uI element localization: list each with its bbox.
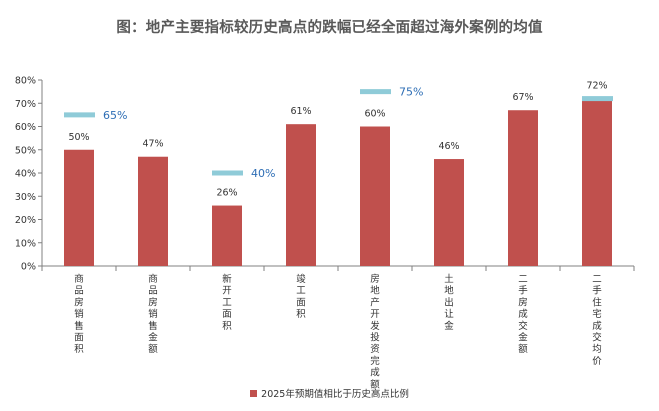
x-category-label-char: 竣	[296, 273, 306, 285]
x-category-label-char: 交	[592, 332, 602, 344]
x-category-label-char: 品	[74, 286, 84, 297]
bar-value-label: 46%	[438, 141, 459, 152]
reference-mark	[212, 170, 243, 176]
bar	[286, 124, 316, 266]
x-category-label-char: 金	[518, 332, 528, 344]
bar	[64, 149, 94, 266]
reference-label: 40%	[251, 167, 275, 180]
reference-mark	[360, 89, 391, 95]
y-tick-label: 20%	[15, 215, 36, 226]
bar	[582, 98, 612, 266]
x-category-label-char: 房	[74, 296, 84, 308]
x-category-label-char: 面	[74, 333, 84, 344]
x-category-label-char: 金	[444, 320, 454, 332]
x-category-label-char: 地	[444, 285, 454, 297]
x-category-label-char: 商	[74, 273, 84, 285]
bar-value-label: 61%	[290, 106, 311, 117]
y-tick-label: 60%	[15, 122, 36, 133]
x-category-label-char: 积	[222, 320, 232, 332]
x-category-label-char: 均	[592, 343, 602, 355]
x-category-label-char: 售	[148, 320, 158, 332]
x-category-label-char: 成	[370, 367, 380, 379]
legend-swatch	[250, 390, 258, 397]
x-category-label-char: 成	[592, 320, 602, 332]
x-category-label-char: 新	[222, 273, 232, 285]
bar-value-label: 50%	[68, 132, 89, 143]
x-category-label-char: 手	[592, 285, 602, 297]
bar-value-label: 72%	[586, 81, 607, 92]
bar	[212, 205, 242, 266]
x-category-label-char: 开	[370, 309, 380, 320]
x-category-label-char: 面	[296, 297, 306, 308]
x-category-label-char: 土	[444, 273, 454, 285]
y-tick-label: 0%	[21, 262, 36, 273]
x-category-label-char: 开	[222, 286, 232, 297]
x-category-label-char: 积	[296, 308, 306, 320]
y-tick-label: 40%	[15, 169, 36, 180]
x-category-label-char: 额	[370, 378, 380, 390]
x-category-label-char: 资	[370, 344, 380, 355]
bar	[360, 126, 390, 266]
x-category-label-char: 工	[296, 286, 306, 297]
bar-value-label: 60%	[364, 109, 385, 120]
x-category-label-char: 额	[518, 343, 528, 355]
bar-value-label: 26%	[216, 188, 237, 199]
x-category-label-char: 完	[370, 355, 380, 367]
chart-title: 图：地产主要指标较历史高点的跌幅已经全面超过海外案例的均值	[116, 20, 543, 36]
x-category-label-char: 住	[592, 296, 602, 308]
y-tick-label: 10%	[15, 238, 36, 249]
y-tick-label: 50%	[15, 145, 36, 156]
x-category-label-char: 成	[518, 308, 528, 320]
reference-mark	[64, 112, 95, 118]
bar-value-label: 67%	[512, 92, 533, 103]
y-tick-label: 70%	[15, 99, 36, 110]
x-category-label-char: 二	[592, 274, 602, 285]
bar	[138, 156, 168, 266]
y-tick-label: 80%	[15, 76, 36, 87]
x-category-label-char: 宅	[592, 308, 602, 320]
reference-mark	[582, 96, 613, 102]
legend: 2025年预期值相比于历史高点比例	[0, 386, 659, 400]
x-category-label-char: 交	[518, 320, 528, 332]
x-category-label-char: 手	[518, 285, 528, 297]
x-category-label-char: 积	[74, 343, 84, 355]
x-category-label-char: 投	[370, 332, 380, 344]
x-category-label-char: 金	[148, 332, 158, 344]
x-category-label-char: 销	[148, 308, 158, 320]
x-category-label-char: 品	[148, 286, 158, 297]
x-category-label-char: 房	[518, 296, 528, 308]
x-category-label-char: 工	[222, 297, 232, 308]
reference-label: 65%	[103, 109, 127, 122]
y-tick-label: 30%	[15, 192, 36, 203]
x-category-label-char: 售	[74, 320, 84, 332]
reference-label: 75%	[399, 86, 423, 99]
x-category-label-char: 面	[222, 309, 232, 320]
bar	[508, 110, 538, 266]
bar	[434, 159, 464, 266]
x-category-label-char: 房	[148, 296, 158, 308]
x-category-label-char: 房	[370, 273, 380, 285]
x-category-label-char: 出	[444, 296, 454, 308]
x-category-label-char: 让	[444, 309, 454, 320]
x-category-label-char: 地	[370, 285, 380, 297]
x-category-label-char: 产	[370, 296, 380, 308]
legend-label: 2025年预期值相比于历史高点比例	[261, 389, 409, 400]
x-category-label-char: 商	[148, 273, 158, 285]
x-category-label-char: 二	[518, 274, 528, 285]
x-category-label-char: 额	[148, 343, 158, 355]
x-category-label-char: 发	[370, 320, 380, 332]
x-category-label-char: 价	[592, 356, 602, 367]
x-category-label-char: 销	[74, 308, 84, 320]
bar-value-label: 47%	[142, 139, 163, 150]
